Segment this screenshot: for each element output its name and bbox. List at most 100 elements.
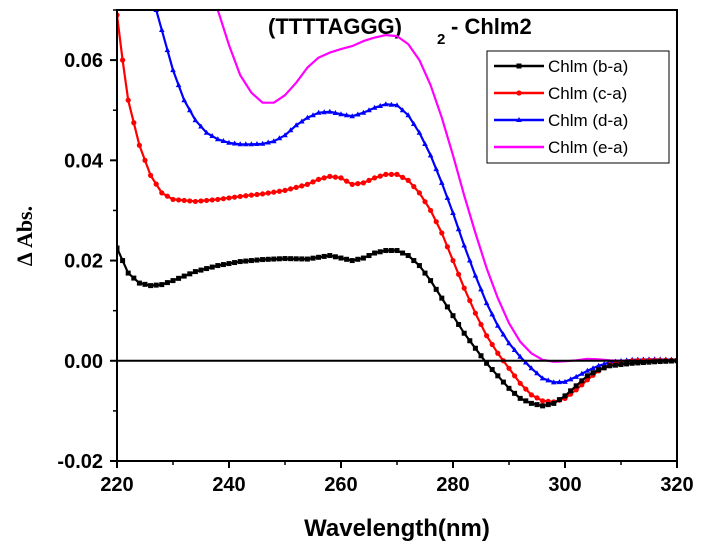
data-point bbox=[377, 102, 383, 108]
data-point bbox=[556, 379, 563, 385]
data-point bbox=[450, 209, 456, 215]
data-point bbox=[142, 281, 148, 287]
data-point bbox=[187, 198, 193, 204]
data-point bbox=[461, 330, 467, 336]
data-point bbox=[316, 176, 322, 182]
legend-label: Chlm (d-a) bbox=[548, 111, 628, 130]
y-tick-label: 0.04 bbox=[64, 150, 104, 172]
data-point bbox=[439, 179, 445, 185]
data-point bbox=[276, 135, 283, 141]
data-point bbox=[573, 383, 579, 389]
data-point bbox=[232, 194, 238, 200]
data-point bbox=[366, 177, 372, 183]
data-point bbox=[534, 395, 540, 401]
data-point bbox=[573, 373, 579, 379]
data-point bbox=[618, 362, 624, 368]
data-point bbox=[265, 190, 271, 196]
data-point bbox=[265, 256, 271, 262]
data-point bbox=[164, 280, 170, 286]
data-point bbox=[198, 198, 204, 204]
series-group bbox=[153, 10, 677, 385]
data-point bbox=[338, 175, 344, 181]
data-point bbox=[523, 386, 529, 392]
data-point bbox=[276, 188, 282, 194]
data-point bbox=[478, 286, 484, 292]
data-point bbox=[327, 108, 333, 114]
data-point bbox=[159, 282, 165, 288]
data-point bbox=[579, 370, 585, 376]
data-point bbox=[153, 282, 159, 288]
data-point bbox=[467, 298, 473, 304]
data-point bbox=[523, 359, 529, 365]
data-point bbox=[343, 112, 350, 118]
data-point bbox=[478, 321, 484, 328]
data-point bbox=[416, 129, 423, 135]
data-point bbox=[321, 109, 327, 115]
data-point bbox=[220, 196, 226, 202]
data-point bbox=[131, 120, 137, 126]
data-point bbox=[646, 359, 652, 365]
data-point bbox=[372, 175, 378, 181]
legend: Chlm (b-a) Chlm (c-a) Chlm (d-a) Chlm (e-a) bbox=[486, 50, 670, 164]
legend-marker bbox=[516, 117, 522, 122]
data-point bbox=[596, 367, 602, 373]
data-point bbox=[371, 104, 378, 110]
data-point bbox=[590, 370, 596, 376]
data-point bbox=[400, 250, 406, 256]
x-tick-label: 260 bbox=[324, 474, 357, 496]
data-point bbox=[209, 264, 215, 270]
data-point bbox=[567, 376, 574, 382]
data-point bbox=[399, 107, 406, 113]
data-point bbox=[383, 101, 389, 107]
data-point bbox=[209, 197, 215, 203]
data-point bbox=[506, 365, 512, 371]
data-point bbox=[551, 400, 557, 406]
data-point bbox=[601, 365, 607, 371]
data-point bbox=[579, 382, 585, 388]
series-group bbox=[117, 245, 677, 409]
data-point bbox=[215, 136, 221, 142]
data-point bbox=[489, 341, 495, 348]
data-point bbox=[248, 192, 254, 198]
data-point bbox=[528, 400, 534, 406]
data-point bbox=[450, 313, 456, 319]
data-point bbox=[528, 392, 535, 398]
data-point bbox=[416, 263, 422, 269]
data-point bbox=[192, 269, 198, 275]
data-point bbox=[215, 263, 221, 269]
data-point bbox=[478, 353, 484, 359]
data-point bbox=[226, 261, 232, 267]
data-point bbox=[254, 257, 260, 263]
data-point bbox=[489, 367, 495, 373]
data-point bbox=[366, 107, 372, 113]
y-tick-label: 0.06 bbox=[64, 50, 103, 72]
data-point bbox=[540, 398, 546, 404]
data-point bbox=[204, 266, 210, 272]
data-point bbox=[411, 258, 417, 264]
data-point bbox=[388, 248, 394, 254]
chart-title: (TTTTAGGG) 2 - Chlm2 bbox=[268, 14, 532, 48]
data-point bbox=[120, 258, 126, 264]
data-point bbox=[304, 181, 310, 187]
data-point bbox=[383, 248, 389, 254]
x-tick-label: 300 bbox=[548, 474, 581, 496]
data-point bbox=[136, 280, 142, 286]
data-point bbox=[506, 340, 512, 346]
data-point bbox=[539, 375, 546, 381]
data-point bbox=[204, 197, 210, 204]
data-point bbox=[293, 122, 299, 128]
data-point bbox=[153, 181, 159, 187]
data-point bbox=[237, 259, 243, 265]
data-point bbox=[461, 285, 467, 291]
data-point bbox=[377, 173, 383, 179]
data-point bbox=[192, 117, 199, 123]
data-point bbox=[349, 113, 355, 119]
data-point bbox=[439, 295, 445, 301]
data-point bbox=[321, 175, 327, 181]
data-point bbox=[405, 253, 411, 259]
data-point bbox=[198, 267, 204, 273]
data-point bbox=[243, 258, 249, 264]
data-point bbox=[259, 140, 266, 146]
data-point bbox=[517, 353, 523, 359]
data-point bbox=[120, 57, 126, 63]
